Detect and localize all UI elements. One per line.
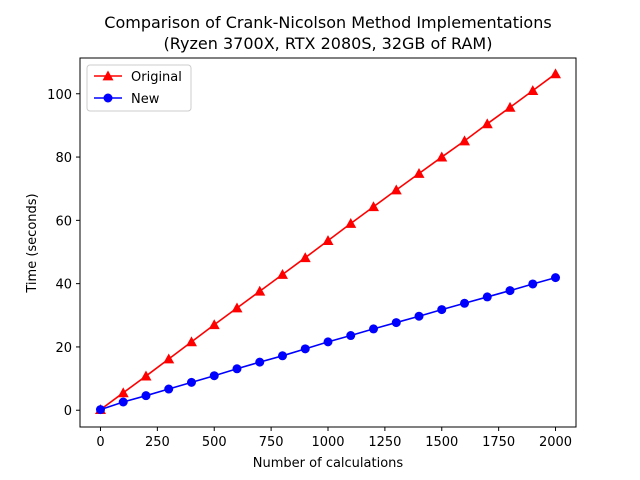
chart-subtitle: (Ryzen 3700X, RTX 2080S, 32GB of RAM)	[164, 34, 493, 53]
data-point-original	[185, 336, 197, 347]
x-tick-label: 1750	[482, 435, 515, 450]
data-point-new	[209, 371, 219, 381]
data-point-new	[460, 298, 470, 308]
data-point-new	[528, 279, 538, 289]
x-tick-label: 500	[202, 435, 227, 450]
series-new	[95, 273, 561, 415]
series-original	[94, 68, 562, 414]
data-point-new	[300, 344, 310, 354]
data-point-original	[390, 184, 402, 195]
axis-ticks: 0 250 500 750 1000 1250 1500 1750 2000 0 20 40 60 80 1…	[47, 88, 572, 450]
data-point-new	[391, 318, 401, 328]
data-point-original	[413, 168, 425, 178]
x-tick-label: 1000	[311, 435, 344, 450]
data-point-original	[459, 135, 471, 146]
x-tick-label: 750	[259, 435, 284, 450]
y-tick-label: 0	[64, 404, 72, 419]
data-point-new	[551, 273, 561, 283]
data-point-original	[163, 353, 175, 364]
y-tick-label: 100	[47, 88, 72, 103]
data-point-new	[164, 384, 174, 394]
data-point-new	[369, 324, 379, 334]
data-point-new	[95, 405, 105, 415]
y-tick-label: 60	[55, 214, 72, 229]
y-tick-label: 20	[55, 341, 72, 356]
data-point-original	[436, 151, 448, 162]
data-point-new	[323, 337, 333, 347]
legend-label: Original	[131, 70, 182, 85]
chart-title: Comparison of Crank-Nicolson Method Impl…	[104, 13, 551, 32]
x-tick-label: 250	[145, 435, 170, 450]
data-point-new	[186, 377, 196, 387]
legend-marker	[103, 93, 113, 103]
data-point-new	[232, 364, 242, 374]
x-tick-label: 0	[96, 435, 104, 450]
data-point-new	[118, 397, 128, 407]
x-tick-label: 1250	[368, 435, 401, 450]
legend-label: New	[131, 92, 160, 107]
legend-marker	[102, 70, 114, 81]
data-point-original	[276, 268, 288, 279]
data-point-original	[550, 68, 562, 79]
data-point-new	[505, 286, 515, 296]
x-tick-label: 2000	[539, 435, 572, 450]
y-tick-label: 40	[55, 278, 72, 293]
data-point-new	[482, 292, 492, 302]
legend: Original New	[86, 64, 192, 112]
legend-entry: New	[94, 92, 160, 107]
data-point-new	[277, 351, 287, 361]
data-point-original	[345, 218, 357, 228]
data-point-original	[368, 201, 380, 212]
data-point-original	[299, 252, 311, 263]
y-axis-label: Time (seconds)	[25, 193, 40, 293]
legend-entry: Original	[94, 70, 182, 85]
data-point-new	[141, 391, 151, 401]
x-axis-label: Number of calculations	[253, 456, 404, 471]
data-point-original	[231, 302, 243, 313]
data-point-new	[414, 311, 424, 321]
x-tick-label: 1500	[425, 435, 458, 450]
data-point-new	[437, 305, 447, 315]
data-point-original	[481, 118, 493, 129]
plot-area	[94, 68, 562, 415]
data-point-original	[322, 235, 334, 246]
data-point-new	[255, 357, 265, 367]
data-point-original	[504, 101, 516, 112]
data-point-original	[254, 285, 266, 296]
data-point-new	[346, 331, 356, 341]
y-tick-label: 80	[55, 151, 72, 166]
data-point-original	[208, 319, 220, 330]
data-point-original	[140, 370, 152, 381]
data-point-original	[117, 387, 129, 398]
data-point-original	[527, 85, 539, 95]
